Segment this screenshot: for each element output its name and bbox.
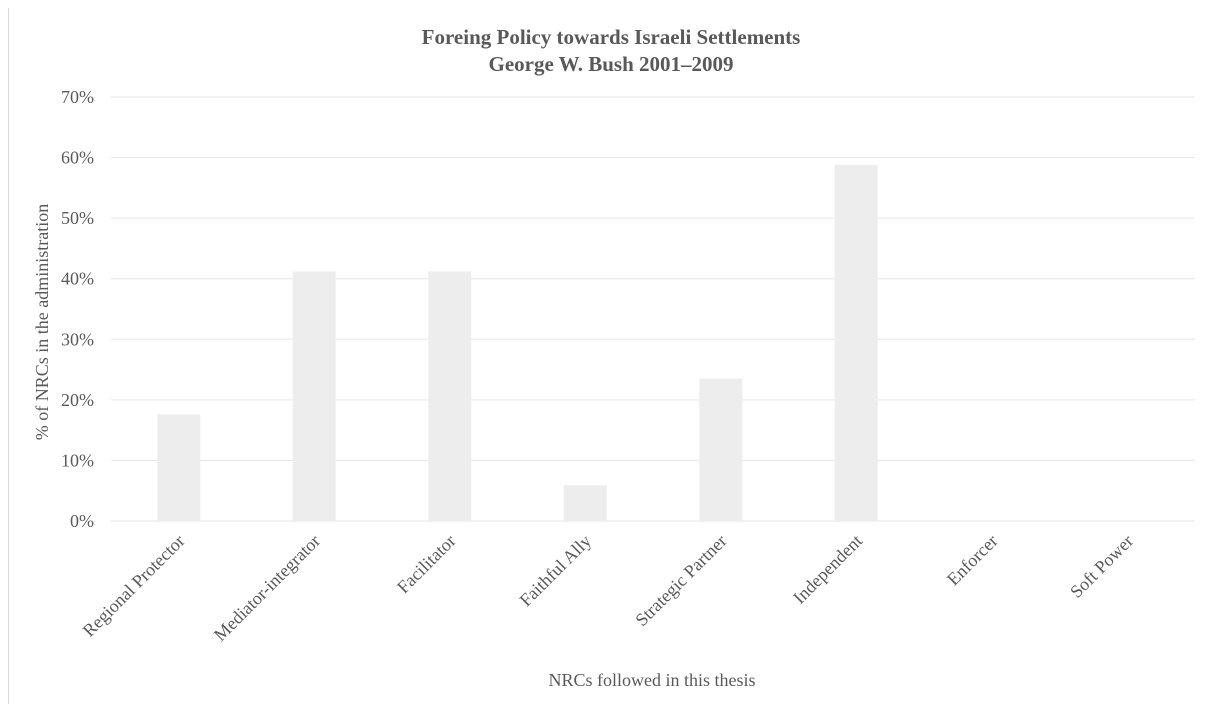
y-tick-label: 20% — [61, 390, 94, 410]
y-tick-label: 0% — [70, 511, 94, 531]
x-tick-label: Soft Power — [1066, 531, 1137, 602]
x-axis-tick-labels: Regional Protector Mediator-integrator Fac… — [79, 531, 1137, 645]
y-tick-label: 40% — [61, 269, 94, 289]
chart-frame — [8, 8, 1204, 704]
bar — [563, 485, 607, 521]
x-axis-title: NRCs followed in this thesis — [548, 670, 755, 690]
bar — [157, 414, 201, 521]
x-tick-label: Mediator-integrator — [210, 531, 324, 645]
x-tick-label: Strategic Partner — [631, 531, 730, 630]
gridlines — [111, 96, 1195, 522]
y-tick-label: 30% — [61, 329, 94, 349]
y-tick-label: 50% — [61, 208, 94, 228]
x-tick-label: Faithful Ally — [516, 531, 596, 611]
chart-title: Foreing Policy towards Israeli Settlemen… — [422, 25, 801, 49]
y-tick-label: 60% — [61, 148, 94, 168]
x-tick-label: Facilitator — [393, 531, 459, 597]
bars — [157, 164, 878, 521]
bar — [428, 271, 472, 521]
x-tick-label: Regional Protector — [79, 531, 189, 641]
y-axis-title: % of NRCs in the administration — [32, 204, 52, 440]
chart-subtitle: George W. Bush 2001–2009 — [488, 52, 733, 76]
y-axis-tick-labels: 0% 10% 20% 30% 40% 50% 60% 70% — [61, 87, 94, 531]
x-tick-label: Enforcer — [943, 531, 1002, 590]
x-tick-label: Independent — [789, 531, 866, 608]
bar — [292, 271, 336, 521]
bar — [834, 164, 878, 521]
bar — [699, 378, 743, 521]
y-tick-label: 70% — [61, 87, 94, 107]
y-tick-label: 10% — [61, 450, 94, 470]
